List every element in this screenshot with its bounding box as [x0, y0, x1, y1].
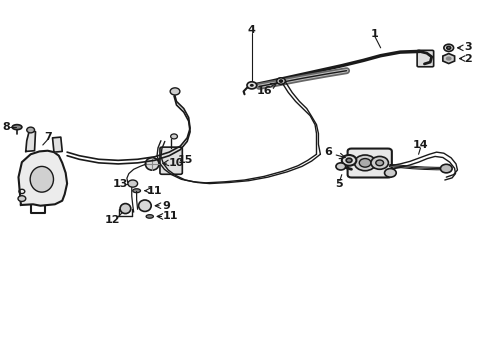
Text: 11: 11 [163, 211, 178, 221]
Ellipse shape [120, 203, 130, 213]
Circle shape [170, 134, 177, 139]
Text: 14: 14 [412, 140, 427, 150]
Circle shape [359, 158, 370, 167]
Polygon shape [52, 137, 62, 152]
Text: 9: 9 [163, 201, 170, 211]
Ellipse shape [132, 189, 140, 193]
FancyBboxPatch shape [160, 147, 182, 174]
Text: 13: 13 [113, 179, 128, 189]
Text: 7: 7 [44, 132, 51, 142]
FancyBboxPatch shape [347, 149, 391, 177]
Circle shape [170, 88, 180, 95]
Circle shape [341, 155, 356, 166]
Text: 11: 11 [146, 186, 162, 196]
Circle shape [354, 155, 375, 171]
Circle shape [440, 164, 451, 173]
FancyBboxPatch shape [416, 50, 433, 67]
Circle shape [249, 84, 253, 87]
Circle shape [443, 44, 453, 51]
Circle shape [279, 80, 282, 82]
Ellipse shape [146, 215, 153, 218]
Text: 3: 3 [464, 42, 471, 52]
Circle shape [346, 158, 351, 162]
Text: 15: 15 [177, 156, 193, 165]
Text: 10: 10 [168, 158, 184, 168]
Text: 16: 16 [257, 86, 272, 96]
Text: 1: 1 [370, 28, 378, 39]
Text: 4: 4 [247, 25, 255, 35]
Circle shape [127, 180, 137, 187]
Text: 12: 12 [104, 215, 120, 225]
Circle shape [446, 46, 450, 49]
Circle shape [370, 157, 387, 169]
Circle shape [375, 160, 383, 166]
Ellipse shape [138, 200, 151, 211]
Ellipse shape [12, 125, 22, 130]
Ellipse shape [30, 166, 53, 192]
Polygon shape [26, 129, 36, 152]
Circle shape [384, 168, 395, 177]
Text: 2: 2 [463, 54, 471, 64]
Ellipse shape [145, 158, 159, 170]
Circle shape [246, 82, 256, 89]
Circle shape [276, 78, 285, 84]
Polygon shape [442, 54, 454, 64]
Circle shape [18, 196, 26, 202]
Circle shape [445, 57, 451, 61]
Circle shape [27, 127, 35, 133]
Text: 5: 5 [335, 179, 343, 189]
Text: 6: 6 [324, 147, 331, 157]
Polygon shape [19, 151, 67, 206]
Circle shape [335, 163, 345, 170]
Text: 8: 8 [2, 122, 10, 132]
